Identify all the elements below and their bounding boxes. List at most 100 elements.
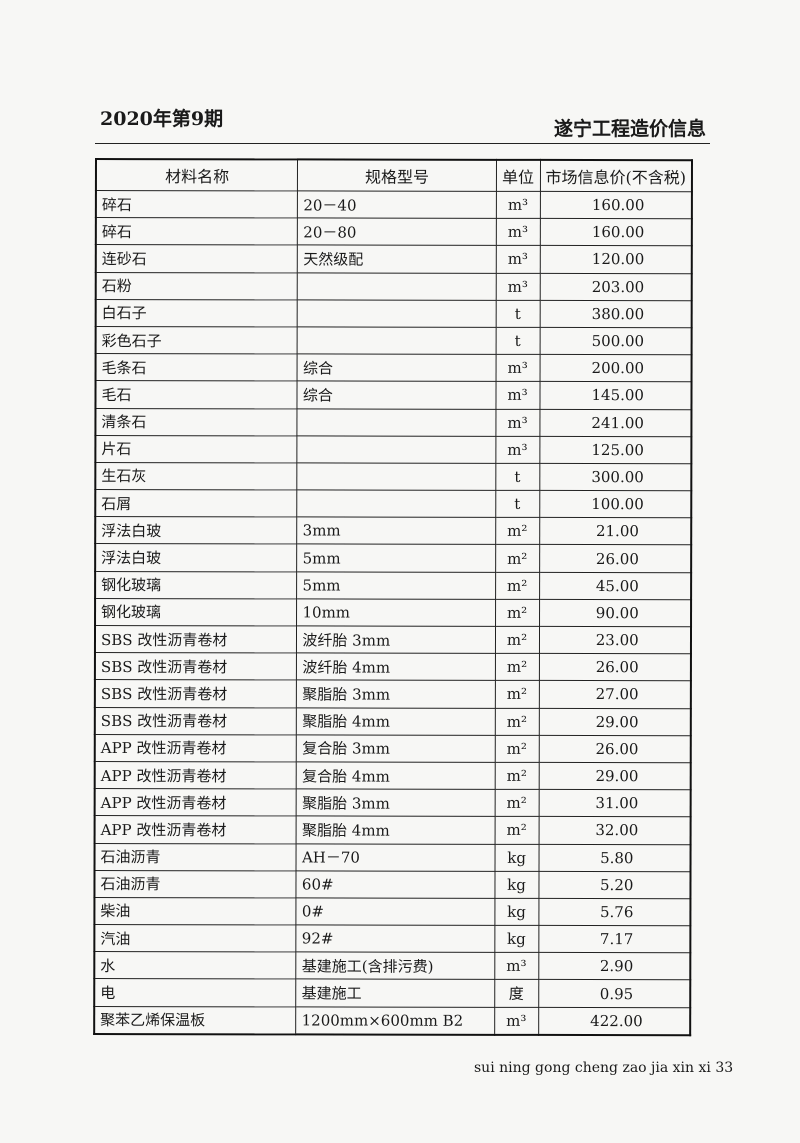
spec-cell: 92# xyxy=(296,924,495,953)
spec-cell: 0# xyxy=(296,897,495,926)
table-row: APP 改性沥青卷材 复合胎 4mm m² 29.00 xyxy=(94,761,691,790)
price-cell: 145.00 xyxy=(539,381,692,410)
spec-cell: 综合 xyxy=(297,354,496,382)
price-cell: 125.00 xyxy=(539,436,692,464)
spec-cell xyxy=(297,435,496,464)
unit-cell: m² xyxy=(494,707,539,736)
unit-cell: m² xyxy=(494,762,539,790)
spec-cell: 5mm xyxy=(297,544,496,572)
column-header-unit: 单位 xyxy=(496,159,540,192)
unit-cell: m² xyxy=(494,735,539,763)
spec-cell xyxy=(297,489,496,518)
table-row: 毛条石 综合 m³ 200.00 xyxy=(95,353,692,383)
unit-cell: m² xyxy=(495,517,540,545)
spec-cell: AH－70 xyxy=(296,843,495,872)
table-row: 碎石 20－80 m³ 160.00 xyxy=(95,217,692,247)
unit-cell: m³ xyxy=(495,354,540,382)
table-row: 浮法白玻 5mm m² 26.00 xyxy=(95,543,692,573)
spec-cell: 5mm xyxy=(297,571,496,600)
material-name-cell: SBS 改性沥青卷材 xyxy=(94,625,297,654)
unit-cell: m³ xyxy=(494,1006,539,1035)
table-row: SBS 改性沥青卷材 聚脂胎 4mm m² 29.00 xyxy=(94,707,691,736)
price-cell: 32.00 xyxy=(538,816,691,845)
spec-cell: 基建施工(含排污费) xyxy=(296,952,495,980)
table-row: 水基建施工(含排污费) m³ 2.90 xyxy=(94,951,691,981)
price-cell: 100.00 xyxy=(539,490,692,518)
price-cell: 5.76 xyxy=(538,898,691,926)
table-row: 连砂石 天然级配 m³ 120.00 xyxy=(95,244,692,274)
table-row: 生石灰 t 300.00 xyxy=(95,462,692,491)
spec-cell: 聚脂胎 4mm xyxy=(296,707,495,736)
spec-cell: 20－40 xyxy=(297,190,497,219)
column-header-price: 市场信息价(不含税) xyxy=(539,159,692,192)
price-cell: 27.00 xyxy=(538,680,691,709)
price-cell: 26.00 xyxy=(539,544,692,573)
spec-cell xyxy=(297,462,496,491)
price-cell: 26.00 xyxy=(538,653,691,682)
spec-cell: 聚脂胎 3mm xyxy=(296,789,495,817)
spec-cell: 天然级配 xyxy=(297,245,496,273)
header-rule xyxy=(95,143,710,144)
unit-cell: m³ xyxy=(494,952,539,980)
spec-cell: 波纤胎 4mm xyxy=(296,653,496,681)
table-row: SBS 改性沥青卷材 波纤胎 3mm m² 23.00 xyxy=(94,625,692,654)
unit-cell: m³ xyxy=(495,436,540,464)
spec-cell xyxy=(297,299,496,328)
material-name-cell: SBS 改性沥青卷材 xyxy=(94,652,297,681)
price-cell: 0.95 xyxy=(538,979,691,1008)
price-cell: 7.17 xyxy=(538,925,691,953)
material-name-cell: 片石 xyxy=(95,435,298,463)
table-row: 片石 m³ 125.00 xyxy=(95,435,692,464)
price-cell: 160.00 xyxy=(539,218,692,247)
price-cell: 90.00 xyxy=(539,599,692,627)
material-name-cell: 钢化玻璃 xyxy=(95,598,298,626)
table-row: APP 改性沥青卷材 复合胎 3mm m² 26.00 xyxy=(94,734,691,763)
unit-cell: m³ xyxy=(495,381,540,409)
table-row: APP 改性沥青卷材 聚脂胎 4mm m² 32.00 xyxy=(94,815,691,845)
price-cell: 29.00 xyxy=(538,762,691,790)
unit-cell: kg xyxy=(494,898,539,926)
table-row: 石油沥青 60# kg 5.20 xyxy=(94,870,691,899)
table-row: SBS 改性沥青卷材 聚脂胎 3mm m² 27.00 xyxy=(94,679,691,709)
material-name-cell: 浮法白玻 xyxy=(95,516,298,545)
table-row: 碎石 20－40 m³ 160.00 xyxy=(95,190,692,219)
price-cell: 45.00 xyxy=(539,572,692,600)
material-name-cell: APP 改性沥青卷材 xyxy=(94,761,297,790)
table-row: 石油沥青 AH－70 kg 5.80 xyxy=(94,843,691,872)
material-name-cell: 生石灰 xyxy=(95,462,298,490)
material-name-cell: 浮法白玻 xyxy=(95,543,298,572)
unit-cell: m³ xyxy=(495,218,540,246)
price-cell: 5.80 xyxy=(538,843,691,872)
spec-cell xyxy=(297,326,496,355)
unit-cell: m³ xyxy=(495,272,540,301)
table-header-row: 材料名称 规格型号 单位 市场信息价(不含税) xyxy=(95,159,692,192)
unit-cell: m³ xyxy=(495,408,540,437)
material-name-cell: 彩色石子 xyxy=(95,326,298,355)
material-name-cell: 石粉 xyxy=(95,272,298,300)
spec-cell: 波纤胎 3mm xyxy=(296,625,496,654)
material-name-cell: 钢化玻璃 xyxy=(95,571,298,599)
spec-cell: 聚脂胎 4mm xyxy=(296,816,495,844)
spec-cell xyxy=(297,272,496,301)
material-name-cell: 电 xyxy=(94,978,297,1007)
price-cell: 300.00 xyxy=(539,463,692,491)
unit-cell: m² xyxy=(494,816,539,844)
unit-cell: m³ xyxy=(495,245,540,273)
material-name-cell: 石油沥青 xyxy=(94,843,297,871)
unit-cell: m² xyxy=(494,789,539,817)
unit-cell: m² xyxy=(494,680,539,708)
spec-cell: 复合胎 3mm xyxy=(296,734,495,763)
material-name-cell: 柴油 xyxy=(94,897,297,925)
material-name-cell: 碎石 xyxy=(95,190,298,219)
table-row: APP 改性沥青卷材 聚脂胎 3mm m² 31.00 xyxy=(94,788,691,818)
unit-cell: t xyxy=(495,463,540,491)
unit-cell: m² xyxy=(495,571,540,600)
table-row: 钢化玻璃 5mm m² 45.00 xyxy=(95,571,692,600)
price-cell: 31.00 xyxy=(538,789,691,818)
price-cell: 203.00 xyxy=(539,272,692,301)
material-name-cell: 石屑 xyxy=(95,489,298,518)
table-row: 钢化玻璃 10mm m² 90.00 xyxy=(95,598,692,627)
material-name-cell: 毛石 xyxy=(95,380,298,409)
material-name-cell: 白石子 xyxy=(95,299,298,327)
price-cell: 23.00 xyxy=(538,626,692,654)
